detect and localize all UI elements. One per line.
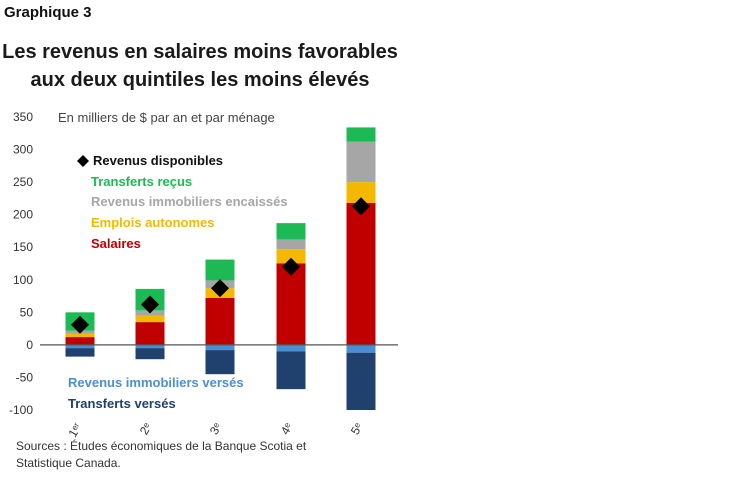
y-tick-label: -100 [9, 403, 33, 417]
bar-segment [65, 348, 95, 357]
bar-segment [205, 259, 235, 281]
bar-segment [346, 127, 376, 142]
bar-segment [276, 344, 306, 352]
bar-segment [346, 141, 376, 183]
source-note: Sources : Études économiques de la Banqu… [16, 438, 346, 472]
legend-entry: Emplois autonomes [91, 215, 215, 230]
y-tick-label: 250 [13, 175, 33, 189]
bar-segment [65, 344, 95, 349]
x-tick-label: 2ᵉ [137, 420, 155, 437]
bar-segment [346, 344, 376, 353]
marker-diamond [282, 257, 300, 276]
y-tick-label: 350 [13, 110, 33, 124]
bar-segment [65, 337, 95, 345]
bar-segment [276, 351, 306, 390]
graph-label: Graphique 3 [4, 4, 92, 21]
bar-segment [276, 239, 306, 250]
legend-entry: Transferts versés [68, 396, 176, 411]
y-tick-label: 50 [20, 305, 34, 319]
legend-entry: Transferts reçus [91, 174, 192, 189]
bar-segment [276, 223, 306, 240]
bar-segment [276, 249, 306, 264]
bar-segment [276, 263, 306, 345]
bar-segment [135, 322, 165, 345]
bar-segment [135, 348, 165, 360]
legend-entry: Revenus disponibles [93, 153, 223, 168]
legend-entry: Revenus immobiliers encaissés [91, 194, 288, 209]
y-tick-label: 150 [13, 240, 33, 254]
bar-segment [205, 350, 235, 375]
bar-segment [135, 344, 165, 349]
y-tick-label: 100 [13, 273, 33, 287]
marker-diamond [141, 295, 159, 314]
marker-diamond [352, 197, 370, 216]
x-tick-label: 4ᵉ [278, 420, 296, 437]
chart-title-line-1: Les revenus en salaires moins favorables [2, 41, 398, 63]
y-tick-label: 200 [13, 208, 33, 222]
bar-segment [205, 344, 235, 351]
unit-label: En milliers de $ par an et par ménage [58, 110, 275, 125]
bar-segment [346, 352, 376, 410]
x-tick-label: 3ᵉ [207, 420, 225, 437]
bar-segment [135, 315, 165, 323]
y-tick-label: 0 [26, 338, 33, 352]
source-line-2: Statistique Canada. [16, 456, 121, 470]
chart-title: Les revenus en salaires moins favorables… [0, 38, 400, 94]
y-tick-label: -50 [16, 370, 34, 384]
marker-diamond [211, 279, 229, 298]
legend-diamond-icon [77, 155, 89, 167]
bar-segment [346, 182, 376, 203]
x-tick-label: 1ᵉʳ [65, 420, 84, 439]
chart-title-line-2: aux deux quintiles les moins élevés [30, 69, 370, 91]
legend-entry: Revenus immobiliers versés [68, 375, 244, 390]
bar-segment [205, 298, 235, 345]
source-line-1: Sources : Études économiques de la Banqu… [16, 439, 307, 453]
bar-segment [346, 202, 376, 345]
y-tick-label: 300 [13, 143, 33, 157]
marker-diamond [71, 315, 89, 334]
bar-segment [65, 333, 95, 338]
legend-entry: Salaires [91, 236, 141, 251]
x-tick-label: 5ᵉ [348, 420, 366, 437]
